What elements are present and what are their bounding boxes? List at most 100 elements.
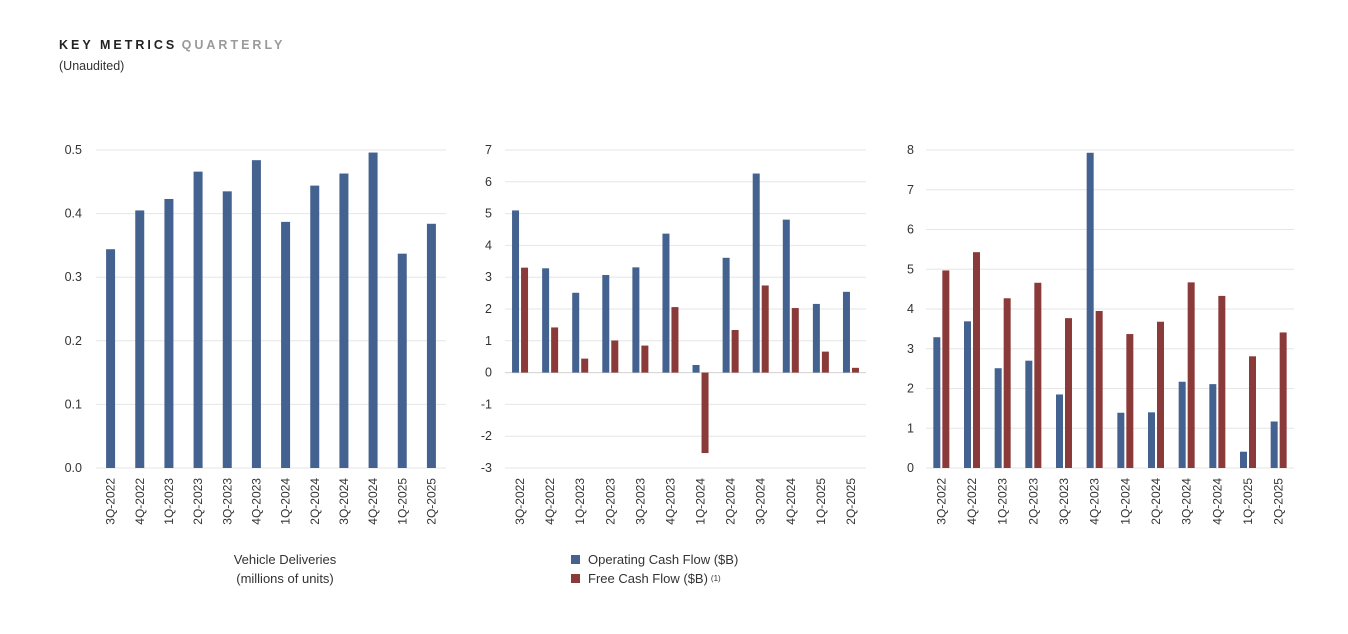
x-tick-label: 4Q-2024	[366, 478, 380, 525]
bar-series-blue	[1117, 412, 1125, 468]
legend-item-free: Free Cash Flow ($B) (1)	[571, 569, 738, 588]
bar-series-blue	[1178, 381, 1186, 468]
bar-series-red	[731, 329, 739, 373]
bar-deliveries	[368, 152, 378, 468]
bar-series-red	[1218, 295, 1226, 468]
x-tick-label: 3Q-2023	[1057, 478, 1071, 525]
x-tick-label: 1Q-2023	[573, 478, 587, 525]
x-tick-label: 3Q-2024	[754, 478, 768, 525]
x-tick-label: 1Q-2025	[395, 478, 409, 525]
y-tick-label: 2	[907, 382, 914, 396]
x-tick-label: 3Q-2024	[337, 478, 351, 525]
bar-series-red	[851, 367, 859, 373]
y-tick-label: 3	[907, 342, 914, 356]
page-title: KEY METRICS QUARTERLY	[59, 36, 285, 54]
bar-deliveries	[310, 185, 320, 468]
bar-series-red	[1279, 332, 1287, 468]
bar-deliveries	[251, 160, 261, 468]
x-tick-label: 4Q-2023	[1088, 478, 1102, 525]
x-tick-label: 4Q-2024	[784, 478, 798, 525]
bar-series-blue	[1025, 360, 1033, 468]
y-tick-label: 4	[907, 302, 914, 316]
y-tick-label: 5	[485, 207, 492, 221]
y-tick-label: 4	[485, 238, 492, 252]
legend-footnote: (1)	[710, 574, 721, 583]
x-tick-label: 2Q-2024	[1149, 478, 1163, 525]
bar-series-red	[942, 270, 950, 468]
y-tick-label: -2	[481, 429, 492, 443]
x-tick-label: 3Q-2023	[220, 478, 234, 525]
bar-series-blue	[1086, 152, 1094, 468]
legend-swatch-red	[571, 574, 580, 583]
bar-series-red	[641, 345, 649, 373]
x-tick-label: 4Q-2022	[965, 478, 979, 525]
bar-series-blue	[842, 291, 850, 373]
x-tick-label: 1Q-2024	[1118, 478, 1132, 525]
y-tick-label: 3	[485, 270, 492, 284]
x-tick-label: 4Q-2023	[663, 478, 677, 525]
bar-series-blue	[662, 233, 670, 373]
y-tick-label: -1	[481, 397, 492, 411]
y-tick-label: 1	[907, 421, 914, 435]
bar-series-blue	[812, 303, 820, 373]
bar-series-red	[671, 307, 679, 373]
bar-series-blue	[632, 267, 640, 373]
bar-deliveries	[397, 253, 407, 468]
x-tick-label: 2Q-2025	[844, 478, 858, 525]
x-tick-label: 2Q-2023	[191, 478, 205, 525]
x-tick-label: 2Q-2024	[724, 478, 738, 525]
page-subtitle: (Unaudited)	[59, 59, 125, 73]
x-tick-label: 1Q-2023	[162, 478, 176, 525]
bar-deliveries	[281, 221, 291, 468]
y-tick-label: 6	[485, 175, 492, 189]
bar-deliveries	[193, 171, 203, 468]
x-tick-label: 4Q-2022	[133, 478, 147, 525]
bar-series-red	[1095, 310, 1103, 468]
caption-line-2: (millions of units)	[236, 571, 334, 586]
bar-series-blue	[752, 173, 760, 373]
caption-line-1: Vehicle Deliveries	[233, 552, 337, 567]
bar-deliveries	[106, 249, 116, 468]
x-tick-label: 4Q-2024	[1210, 478, 1224, 525]
x-tick-label: 4Q-2023	[249, 478, 263, 525]
bar-series-blue	[512, 210, 520, 373]
bar-series-blue	[782, 219, 790, 373]
bar-series-red	[701, 372, 709, 454]
x-tick-label: 2Q-2023	[1026, 478, 1040, 525]
bar-series-blue	[1148, 412, 1155, 468]
bar-series-red	[1065, 318, 1072, 468]
bar-series-red	[791, 308, 799, 373]
y-tick-label: 0	[907, 461, 914, 475]
y-tick-label: 0.1	[65, 397, 82, 411]
x-tick-label: 1Q-2025	[1241, 478, 1255, 525]
x-tick-label: 1Q-2025	[814, 478, 828, 525]
y-tick-label: 0.3	[65, 270, 82, 284]
legend-item-operating: Operating Cash Flow ($B)	[571, 550, 738, 569]
bar-series-red	[1157, 321, 1164, 468]
bar-series-red	[611, 340, 619, 373]
y-tick-label: 2	[485, 302, 492, 316]
y-tick-label: 0.4	[65, 207, 82, 221]
chart-2-legend: Operating Cash Flow ($B) Free Cash Flow …	[571, 550, 738, 588]
bar-deliveries	[164, 198, 174, 469]
bar-series-red	[821, 351, 829, 373]
bar-series-red	[1126, 334, 1134, 468]
x-tick-label: 2Q-2023	[603, 478, 617, 525]
x-tick-label: 4Q-2022	[543, 478, 557, 525]
bar-deliveries	[222, 191, 232, 468]
x-tick-label: 3Q-2022	[513, 478, 527, 525]
y-tick-label: 0.5	[65, 143, 82, 157]
bar-series-red	[761, 285, 769, 373]
x-tick-label: 1Q-2024	[694, 478, 708, 525]
bar-series-red	[1034, 282, 1042, 468]
bar-series-blue	[542, 268, 550, 373]
x-tick-label: 3Q-2023	[633, 478, 647, 525]
x-tick-label: 3Q-2022	[934, 478, 948, 525]
bar-series-red	[973, 252, 980, 468]
title-bold: KEY METRICS	[59, 38, 178, 52]
title-light: QUARTERLY	[181, 38, 286, 52]
x-tick-label: 3Q-2022	[104, 478, 118, 525]
x-tick-label: 1Q-2024	[279, 478, 293, 525]
bar-series-blue	[572, 292, 580, 373]
y-tick-label: -3	[481, 461, 492, 475]
